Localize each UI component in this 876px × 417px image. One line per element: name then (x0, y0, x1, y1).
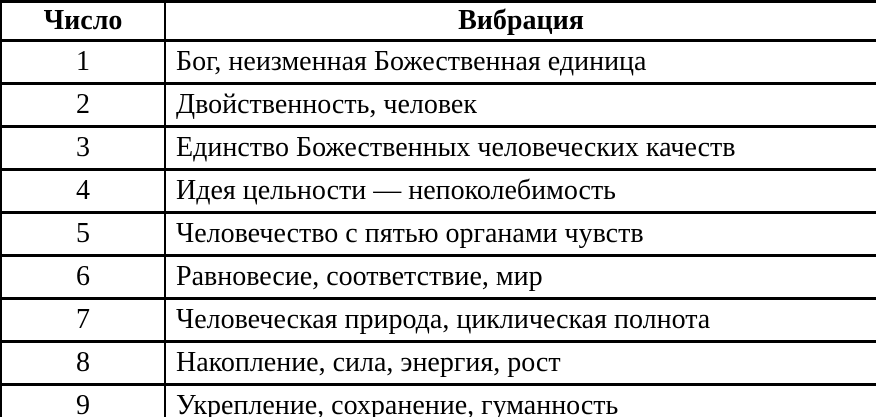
table-row: 6 Равновесие, соответствие, мир (0, 254, 876, 300)
table-row: 3 Единство Божественных человеческих кач… (0, 125, 876, 171)
number-cell: 1 (0, 39, 166, 85)
table-row: 5 Человечество с пятью органами чувств (0, 211, 876, 257)
number-cell: 8 (0, 340, 166, 386)
number-cell: 6 (0, 254, 166, 300)
table-row: 2 Двойственность, человек (0, 82, 876, 128)
header-vibration: Вибрация (164, 0, 876, 42)
table-row: 7 Человеческая природа, циклическая полн… (0, 297, 876, 343)
vibration-cell: Человечество с пятью органами чувств (164, 211, 876, 257)
number-cell: 4 (0, 168, 166, 214)
vibration-cell: Идея цельности — непоколебимость (164, 168, 876, 214)
header-number: Число (0, 0, 166, 42)
vibration-cell: Укрепление, сохранение, гуманность (164, 383, 876, 417)
number-cell: 9 (0, 383, 166, 417)
table-row: 1 Бог, неизменная Божественная единица (0, 39, 876, 85)
number-cell: 3 (0, 125, 166, 171)
table-row: 9 Укрепление, сохранение, гуманность (0, 383, 876, 417)
table-header-row: Число Вибрация (0, 0, 876, 42)
table-row: 8 Накопление, сила, энергия, рост (0, 340, 876, 386)
table-row: 4 Идея цельности — непоколебимость (0, 168, 876, 214)
vibration-cell: Человеческая природа, циклическая полнот… (164, 297, 876, 343)
number-cell: 5 (0, 211, 166, 257)
vibration-cell: Единство Божественных человеческих качес… (164, 125, 876, 171)
number-cell: 2 (0, 82, 166, 128)
vibration-cell: Равновесие, соответствие, мир (164, 254, 876, 300)
vibration-cell: Накопление, сила, энергия, рост (164, 340, 876, 386)
vibration-cell: Бог, неизменная Божественная единица (164, 39, 876, 85)
number-cell: 7 (0, 297, 166, 343)
vibration-cell: Двойственность, человек (164, 82, 876, 128)
